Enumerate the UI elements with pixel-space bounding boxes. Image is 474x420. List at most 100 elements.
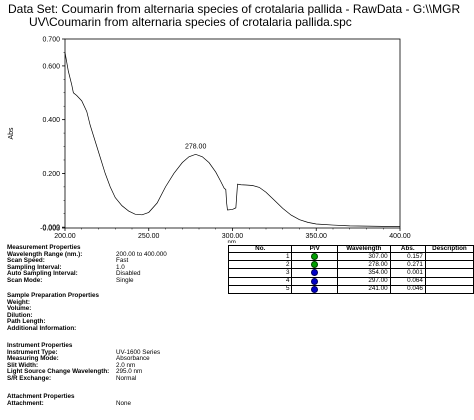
property-label: Attachment:: [7, 399, 44, 407]
column-header-wavelength: Wavelength: [337, 245, 391, 253]
property-label: Auto Sampling Interval:: [7, 270, 78, 278]
x-tick-label: 400.00: [389, 233, 411, 240]
table-row: 5 241.00 0.046: [227, 284, 474, 294]
abs-cell: 0.157: [389, 251, 426, 262]
sample-preparation-properties: Sample Preparation Properties Weight: Vo…: [7, 292, 100, 333]
property-value: Single: [116, 276, 134, 284]
attachment-properties: Attachment Properties Attachment: None: [7, 393, 132, 408]
property-value: None: [116, 399, 132, 407]
plot-frame: [64, 38, 401, 229]
table-row: 2 278.00 0.271: [227, 260, 474, 270]
property-label: Instrument Type:: [7, 348, 58, 356]
property-row: Instrument Type: UV-1600 Series: [7, 348, 161, 357]
y-axis-label: Abs: [8, 127, 15, 140]
instrument-properties: Instrument Properties Instrument Type: UV…: [7, 342, 161, 383]
y-tick-label: -0.003: [40, 226, 60, 233]
wavelength-cell: 354.00: [337, 268, 391, 278]
dataset-title-line1: Data Set: Coumarin from alternaria speci…: [8, 2, 461, 16]
table-header-row: No. P/V Wavelength Abs. Description: [227, 245, 474, 253]
abs-cell: 0.271: [389, 260, 426, 270]
wavelength-cell: 307.00: [337, 251, 391, 262]
table-row: 1 307.00 0.157: [227, 251, 474, 262]
table-row: 3 354.00 0.001: [227, 268, 474, 278]
property-value: Fast: [116, 257, 129, 265]
x-axis-label: nm.: [227, 240, 237, 243]
x-tick-label: 250.00: [138, 233, 160, 240]
dataset-title-line2: UV\Coumarin from alternaria species of c…: [29, 15, 352, 29]
property-value: 1.0: [116, 263, 125, 271]
peak-icon: [291, 251, 339, 262]
measurement-heading: Measurement Properties: [7, 244, 81, 251]
sample-field: Additional Information:: [7, 324, 77, 332]
column-header-description: Description: [424, 245, 474, 253]
property-value: 2.0 nm: [116, 361, 136, 369]
property-row: Sampling Interval: 1.0: [7, 263, 167, 272]
absorbance-spectrum-chart: 200.00 250.00 300.00 350.00 400.00 0.700 0.600…: [8, 37, 411, 244]
description-cell: [424, 251, 474, 262]
property-label: Slit Width:: [7, 361, 39, 369]
property-value: 295.0 nm: [116, 368, 143, 376]
x-tick-label: 350.00: [306, 233, 328, 240]
property-row: Slit Width: 2.0 nm: [7, 361, 160, 370]
y-tick-label: 0.200: [42, 171, 60, 178]
property-row: Wavelength Range (nm.): 200.00 to 400.000: [7, 250, 167, 259]
sample-field: Path Length:: [7, 318, 46, 326]
property-row: Light Source Change Wavelength: 295.0 nm: [7, 369, 160, 376]
attachment-heading: Attachment Properties: [7, 393, 75, 400]
wavelength-cell: 278.00: [337, 260, 391, 270]
property-label: Light Source Change Wavelength:: [7, 368, 110, 376]
row-number: 2: [227, 260, 293, 270]
spectrum-line: [64, 52, 400, 227]
peak-annotation: 278.00: [185, 143, 207, 150]
row-number: 1: [227, 251, 293, 262]
table-row: 4 297.00 0.064: [227, 276, 474, 286]
property-row: Scan Speed: Fast: [7, 258, 167, 265]
sample-heading: Sample Preparation Properties: [7, 292, 100, 299]
instrument-heading: Instrument Properties: [7, 342, 73, 349]
property-label: Scan Mode:: [7, 276, 43, 284]
valley-icon: [291, 284, 339, 294]
property-label: Wavelength Range (nm.):: [7, 250, 83, 258]
column-header-pv: P/V: [291, 245, 339, 253]
abs-cell: 0.064: [389, 276, 426, 286]
property-value: Disabled: [116, 270, 141, 278]
abs-cell: 0.046: [389, 284, 426, 294]
y-tick-label: 0.700: [42, 37, 60, 44]
wavelength-cell: 241.00: [337, 284, 391, 294]
sample-field: Weight:: [7, 298, 30, 306]
property-label: S/R Exchange:: [7, 374, 52, 382]
x-tick-label: 300.00: [222, 233, 244, 240]
description-cell: [424, 268, 474, 278]
row-number: 4: [227, 276, 293, 286]
sample-field: Dilution:: [7, 311, 33, 319]
peak-valley-table: No. P/V Wavelength Abs. Description 1 30…: [227, 245, 474, 294]
property-row: Attachment: None: [7, 399, 132, 408]
valley-icon: [291, 268, 339, 278]
property-row: Scan Mode: Single: [7, 276, 167, 285]
row-number: 3: [227, 268, 293, 278]
property-label: Measuring Mode:: [7, 355, 59, 363]
y-tick-label: 0.000: [42, 225, 60, 232]
property-value: Absorbance: [116, 355, 150, 363]
property-value: Normal: [116, 374, 137, 382]
property-label: Sampling Interval:: [7, 263, 62, 271]
property-row: Auto Sampling Interval: Disabled: [7, 271, 167, 278]
description-cell: [424, 260, 474, 270]
y-tick-label: 0.400: [42, 117, 60, 124]
column-header-no: No.: [227, 245, 293, 253]
description-cell: [424, 284, 474, 294]
wavelength-cell: 297.00: [337, 276, 391, 286]
description-cell: [424, 276, 474, 286]
property-row: Measuring Mode: Absorbance: [7, 356, 160, 363]
x-tick-label: 200.00: [54, 233, 76, 240]
property-label: Scan Speed:: [7, 257, 45, 265]
y-tick-label: 0.600: [42, 63, 60, 70]
measurement-properties: Measurement Properties Wavelength Range …: [7, 244, 167, 285]
sample-field: Volume:: [7, 305, 32, 313]
abs-cell: 0.001: [389, 268, 426, 278]
property-value: 200.00 to 400.000: [116, 250, 167, 258]
property-value: UV-1600 Series: [116, 348, 161, 356]
column-header-abs: Abs.: [389, 245, 426, 253]
peak-icon: [291, 260, 339, 270]
property-row: S/R Exchange: Normal: [7, 374, 160, 383]
